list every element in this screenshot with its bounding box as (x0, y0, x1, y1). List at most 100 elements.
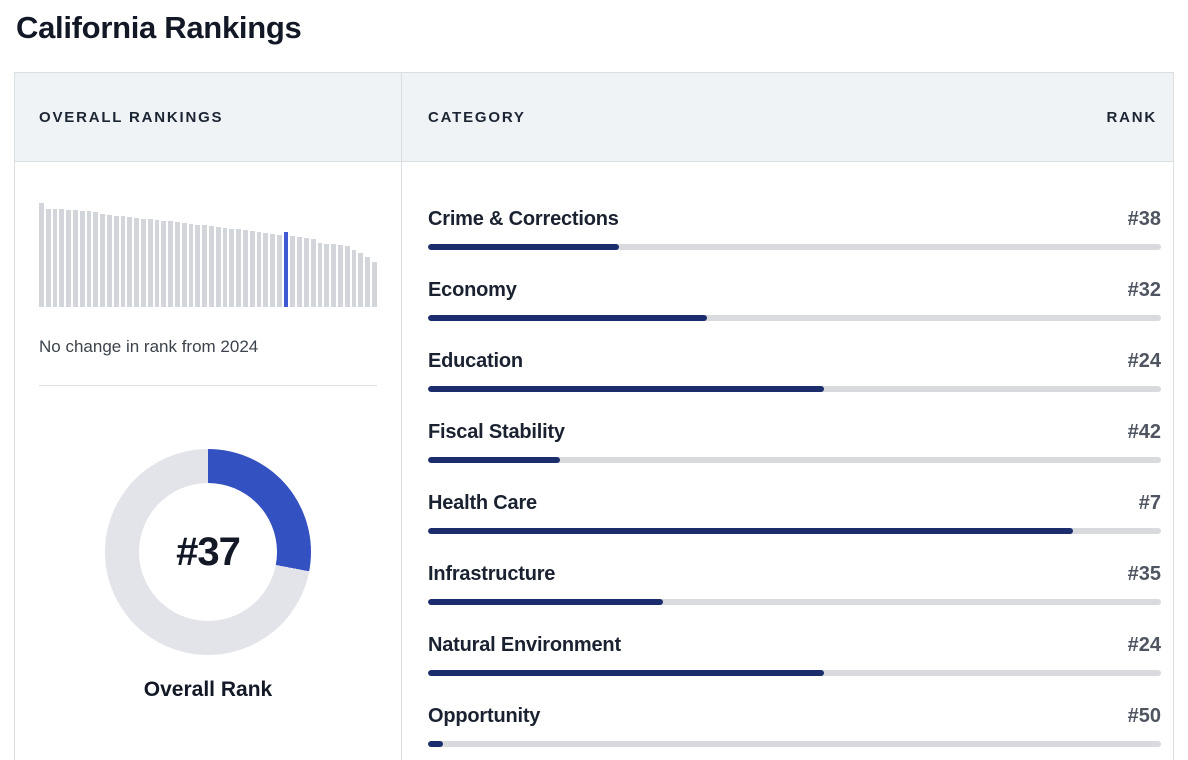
category-rank-bar-track (428, 244, 1161, 250)
category-row-top: Education #24 (428, 348, 1161, 374)
state-bar (242, 230, 248, 307)
state-bar (161, 221, 167, 307)
category-rank: #50 (1127, 705, 1161, 727)
state-bar (66, 210, 71, 307)
category-rank-bar-fill (428, 528, 1074, 534)
category-column-header: CATEGORY (428, 108, 526, 126)
category-rank-bar-fill (428, 599, 663, 605)
rankings-panels: OVERALL RANKINGS No change in rank from … (14, 72, 1174, 760)
category-rank: #38 (1127, 208, 1161, 230)
category-rank-bar-fill (428, 457, 560, 463)
state-bar (208, 226, 214, 307)
category-label: Opportunity (428, 705, 541, 727)
overall-rank-value: #37 (176, 529, 241, 574)
category-rank: #24 (1127, 350, 1161, 372)
state-bar (174, 222, 180, 307)
category-rank-bar-fill (428, 741, 443, 747)
overall-rank-label: Overall Rank (143, 678, 273, 701)
state-bar (344, 246, 350, 307)
category-row[interactable]: Health Care #7 (428, 490, 1161, 534)
category-row[interactable]: Fiscal Stability #42 (428, 419, 1161, 463)
state-bar (86, 211, 92, 307)
state-bar (256, 232, 262, 307)
state-bar (310, 239, 316, 307)
state-bar (215, 227, 221, 307)
donut-hole: #37 (139, 483, 277, 621)
category-rank: #32 (1127, 279, 1161, 301)
category-row[interactable]: Education #24 (428, 348, 1161, 392)
category-rank: #7 (1138, 492, 1161, 514)
overall-rankings-panel: OVERALL RANKINGS No change in rank from … (15, 73, 402, 760)
category-row-top: Opportunity #50 (428, 703, 1161, 729)
category-rank-bar-fill (428, 670, 824, 676)
category-label: Economy (428, 279, 517, 301)
category-label: Fiscal Stability (428, 421, 565, 443)
category-rank-bar-track (428, 386, 1161, 392)
category-rank-bar-fill (428, 315, 707, 321)
category-rank-bar-track (428, 599, 1161, 605)
category-rankings-header: CATEGORY RANK (402, 73, 1173, 162)
state-bar (338, 245, 343, 307)
state-bar (79, 211, 85, 307)
state-bar (147, 219, 153, 307)
category-rows: Crime & Corrections #38 Economy #32 Educatio… (402, 162, 1173, 747)
category-rank-bar-fill (428, 244, 619, 250)
state-bar (45, 209, 51, 307)
state-bar (372, 262, 377, 307)
state-bar (120, 216, 126, 307)
category-row[interactable]: Opportunity #50 (428, 703, 1161, 747)
category-row[interactable]: Economy #32 (428, 277, 1161, 321)
state-bar (52, 209, 58, 307)
category-rank: #42 (1127, 421, 1161, 443)
state-bar (168, 221, 173, 307)
divider (39, 385, 377, 386)
category-label: Health Care (428, 492, 537, 514)
state-bar (222, 228, 228, 307)
category-rank-bar-track (428, 741, 1161, 747)
state-bar (195, 225, 201, 307)
state-bar (154, 220, 160, 307)
state-bar (358, 253, 364, 307)
state-bar (93, 212, 99, 307)
category-label: Crime & Corrections (428, 208, 619, 230)
category-row[interactable]: Crime & Corrections #38 (428, 206, 1161, 250)
state-bar (263, 233, 269, 307)
rank-column-header: RANK (1106, 108, 1157, 126)
state-bar (324, 244, 330, 307)
category-row-top: Health Care #7 (428, 490, 1161, 516)
state-bar (127, 217, 133, 307)
state-bar (59, 209, 65, 307)
overall-rankings-header-label: OVERALL RANKINGS (39, 108, 224, 126)
category-row[interactable]: Infrastructure #35 (428, 561, 1161, 605)
category-rankings-panel: CATEGORY RANK Crime & Corrections #38 Econ… (402, 73, 1173, 760)
state-bar (39, 203, 44, 307)
state-rank-distribution-chart (39, 203, 377, 307)
state-bar (317, 243, 323, 307)
page-title: California Rankings (16, 10, 302, 45)
state-bar (304, 238, 309, 307)
overall-rank-donut-chart: #37 (105, 449, 311, 655)
category-rank-bar-track (428, 670, 1161, 676)
category-rank-bar-fill (428, 386, 824, 392)
category-row-top: Infrastructure #35 (428, 561, 1161, 587)
category-rank-bar-track (428, 457, 1161, 463)
category-rank: #35 (1127, 563, 1161, 585)
state-bar (188, 224, 194, 307)
category-label: Education (428, 350, 523, 372)
category-row-top: Fiscal Stability #42 (428, 419, 1161, 445)
state-bar (106, 215, 112, 307)
state-bar (236, 229, 241, 307)
state-bar (202, 225, 207, 307)
state-bar (113, 216, 119, 307)
category-rank-bar-track (428, 315, 1161, 321)
state-bar (331, 244, 337, 307)
overall-rank-section: #37 Overall Rank (39, 449, 377, 702)
category-row[interactable]: Natural Environment #24 (428, 632, 1161, 676)
state-bar (140, 219, 146, 307)
state-bar (276, 235, 282, 307)
state-bar (270, 234, 275, 307)
state-bar (297, 237, 303, 307)
overall-rankings-header: OVERALL RANKINGS (15, 73, 401, 162)
state-bar (134, 218, 139, 307)
